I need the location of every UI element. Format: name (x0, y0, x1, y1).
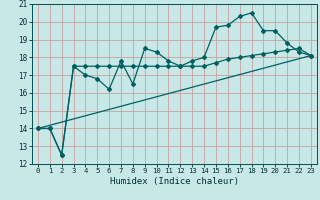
X-axis label: Humidex (Indice chaleur): Humidex (Indice chaleur) (110, 177, 239, 186)
